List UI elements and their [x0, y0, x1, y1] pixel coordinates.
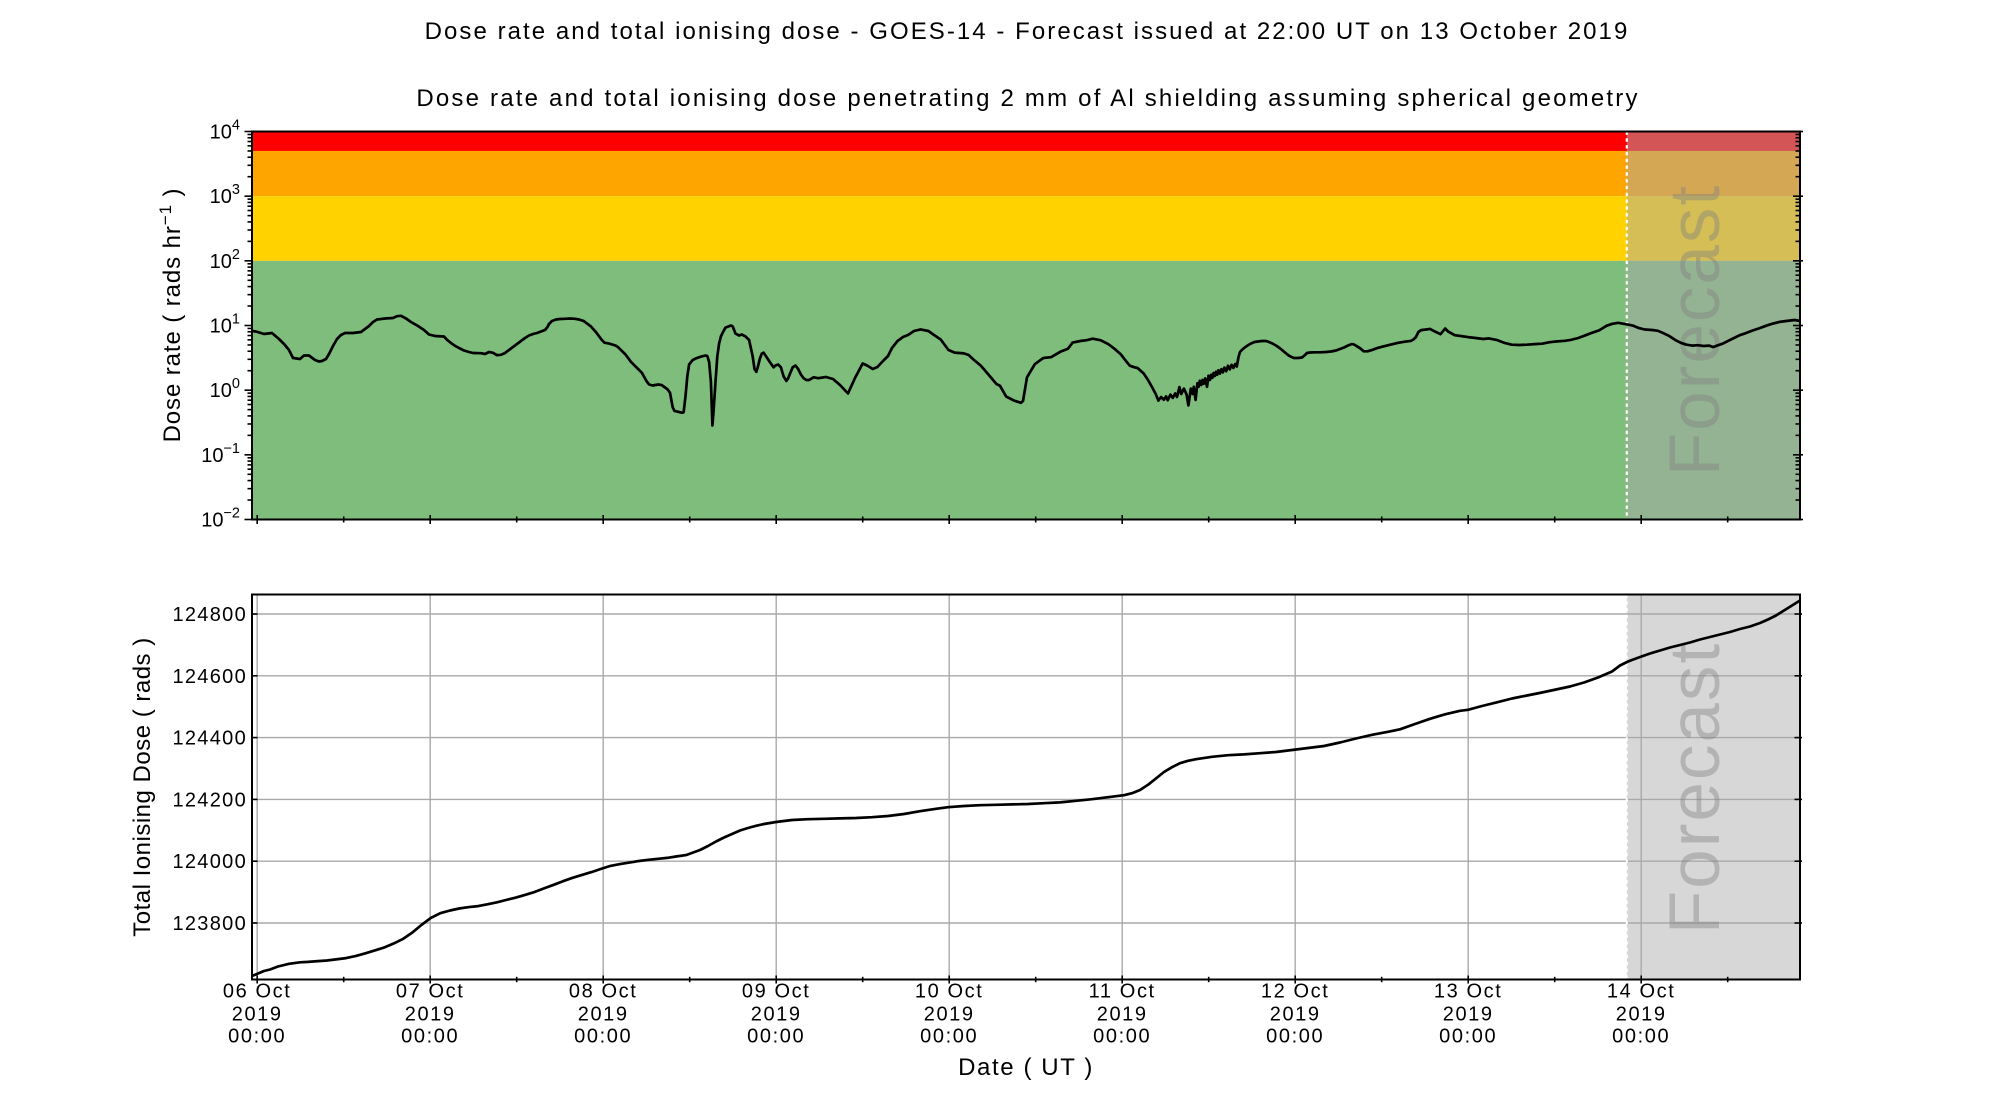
svg-text:00:00: 00:00 [1266, 1026, 1324, 1048]
svg-text:Total Ionising Dose ( rads ): Total Ionising Dose ( rads ) [129, 637, 156, 936]
svg-text:2019: 2019 [924, 1004, 975, 1026]
svg-text:124400: 124400 [172, 728, 247, 750]
svg-text:00:00: 00:00 [228, 1026, 286, 1048]
svg-text:07 Oct: 07 Oct [396, 981, 465, 1003]
svg-text:123800: 123800 [172, 913, 247, 935]
svg-text:2019: 2019 [1097, 1004, 1148, 1026]
svg-text:00:00: 00:00 [1612, 1026, 1670, 1048]
svg-text:2019: 2019 [751, 1004, 802, 1026]
svg-text:00:00: 00:00 [1439, 1026, 1497, 1048]
svg-text:00:00: 00:00 [1093, 1026, 1151, 1048]
svg-text:06 Oct: 06 Oct [223, 981, 292, 1003]
svg-text:10−1: 10−1 [201, 441, 240, 467]
svg-text:Dose rate and total ionising d: Dose rate and total ionising dose penetr… [416, 85, 1639, 112]
svg-text:11 Oct: 11 Oct [1089, 981, 1156, 1003]
svg-text:Date ( UT ): Date ( UT ) [958, 1054, 1094, 1081]
svg-text:2019: 2019 [232, 1004, 283, 1026]
svg-text:00:00: 00:00 [920, 1026, 978, 1048]
svg-text:Dose rate ( rads hr−1 ): Dose rate ( rads hr−1 ) [156, 188, 186, 443]
svg-text:09 Oct: 09 Oct [742, 981, 811, 1003]
svg-text:08 Oct: 08 Oct [569, 981, 638, 1003]
svg-text:10 Oct: 10 Oct [915, 981, 984, 1003]
svg-text:00:00: 00:00 [747, 1026, 805, 1048]
svg-text:Dose rate and total ionising d: Dose rate and total ionising dose - GOES… [425, 18, 1630, 45]
svg-text:Forecast: Forecast [1656, 642, 1735, 934]
svg-text:2019: 2019 [1270, 1004, 1321, 1026]
svg-text:Forecast: Forecast [1656, 184, 1735, 476]
svg-text:124800: 124800 [172, 604, 247, 626]
svg-text:2019: 2019 [405, 1004, 456, 1026]
svg-text:00:00: 00:00 [574, 1026, 632, 1048]
svg-text:13 Oct: 13 Oct [1434, 981, 1503, 1003]
svg-text:12 Oct: 12 Oct [1261, 981, 1330, 1003]
svg-text:2019: 2019 [1616, 1004, 1667, 1026]
svg-text:124000: 124000 [172, 851, 247, 873]
svg-text:124600: 124600 [172, 666, 247, 688]
svg-text:14 Oct: 14 Oct [1607, 981, 1676, 1003]
svg-text:00:00: 00:00 [401, 1026, 459, 1048]
svg-text:124200: 124200 [172, 789, 247, 811]
svg-text:2019: 2019 [578, 1004, 629, 1026]
svg-text:2019: 2019 [1443, 1004, 1494, 1026]
